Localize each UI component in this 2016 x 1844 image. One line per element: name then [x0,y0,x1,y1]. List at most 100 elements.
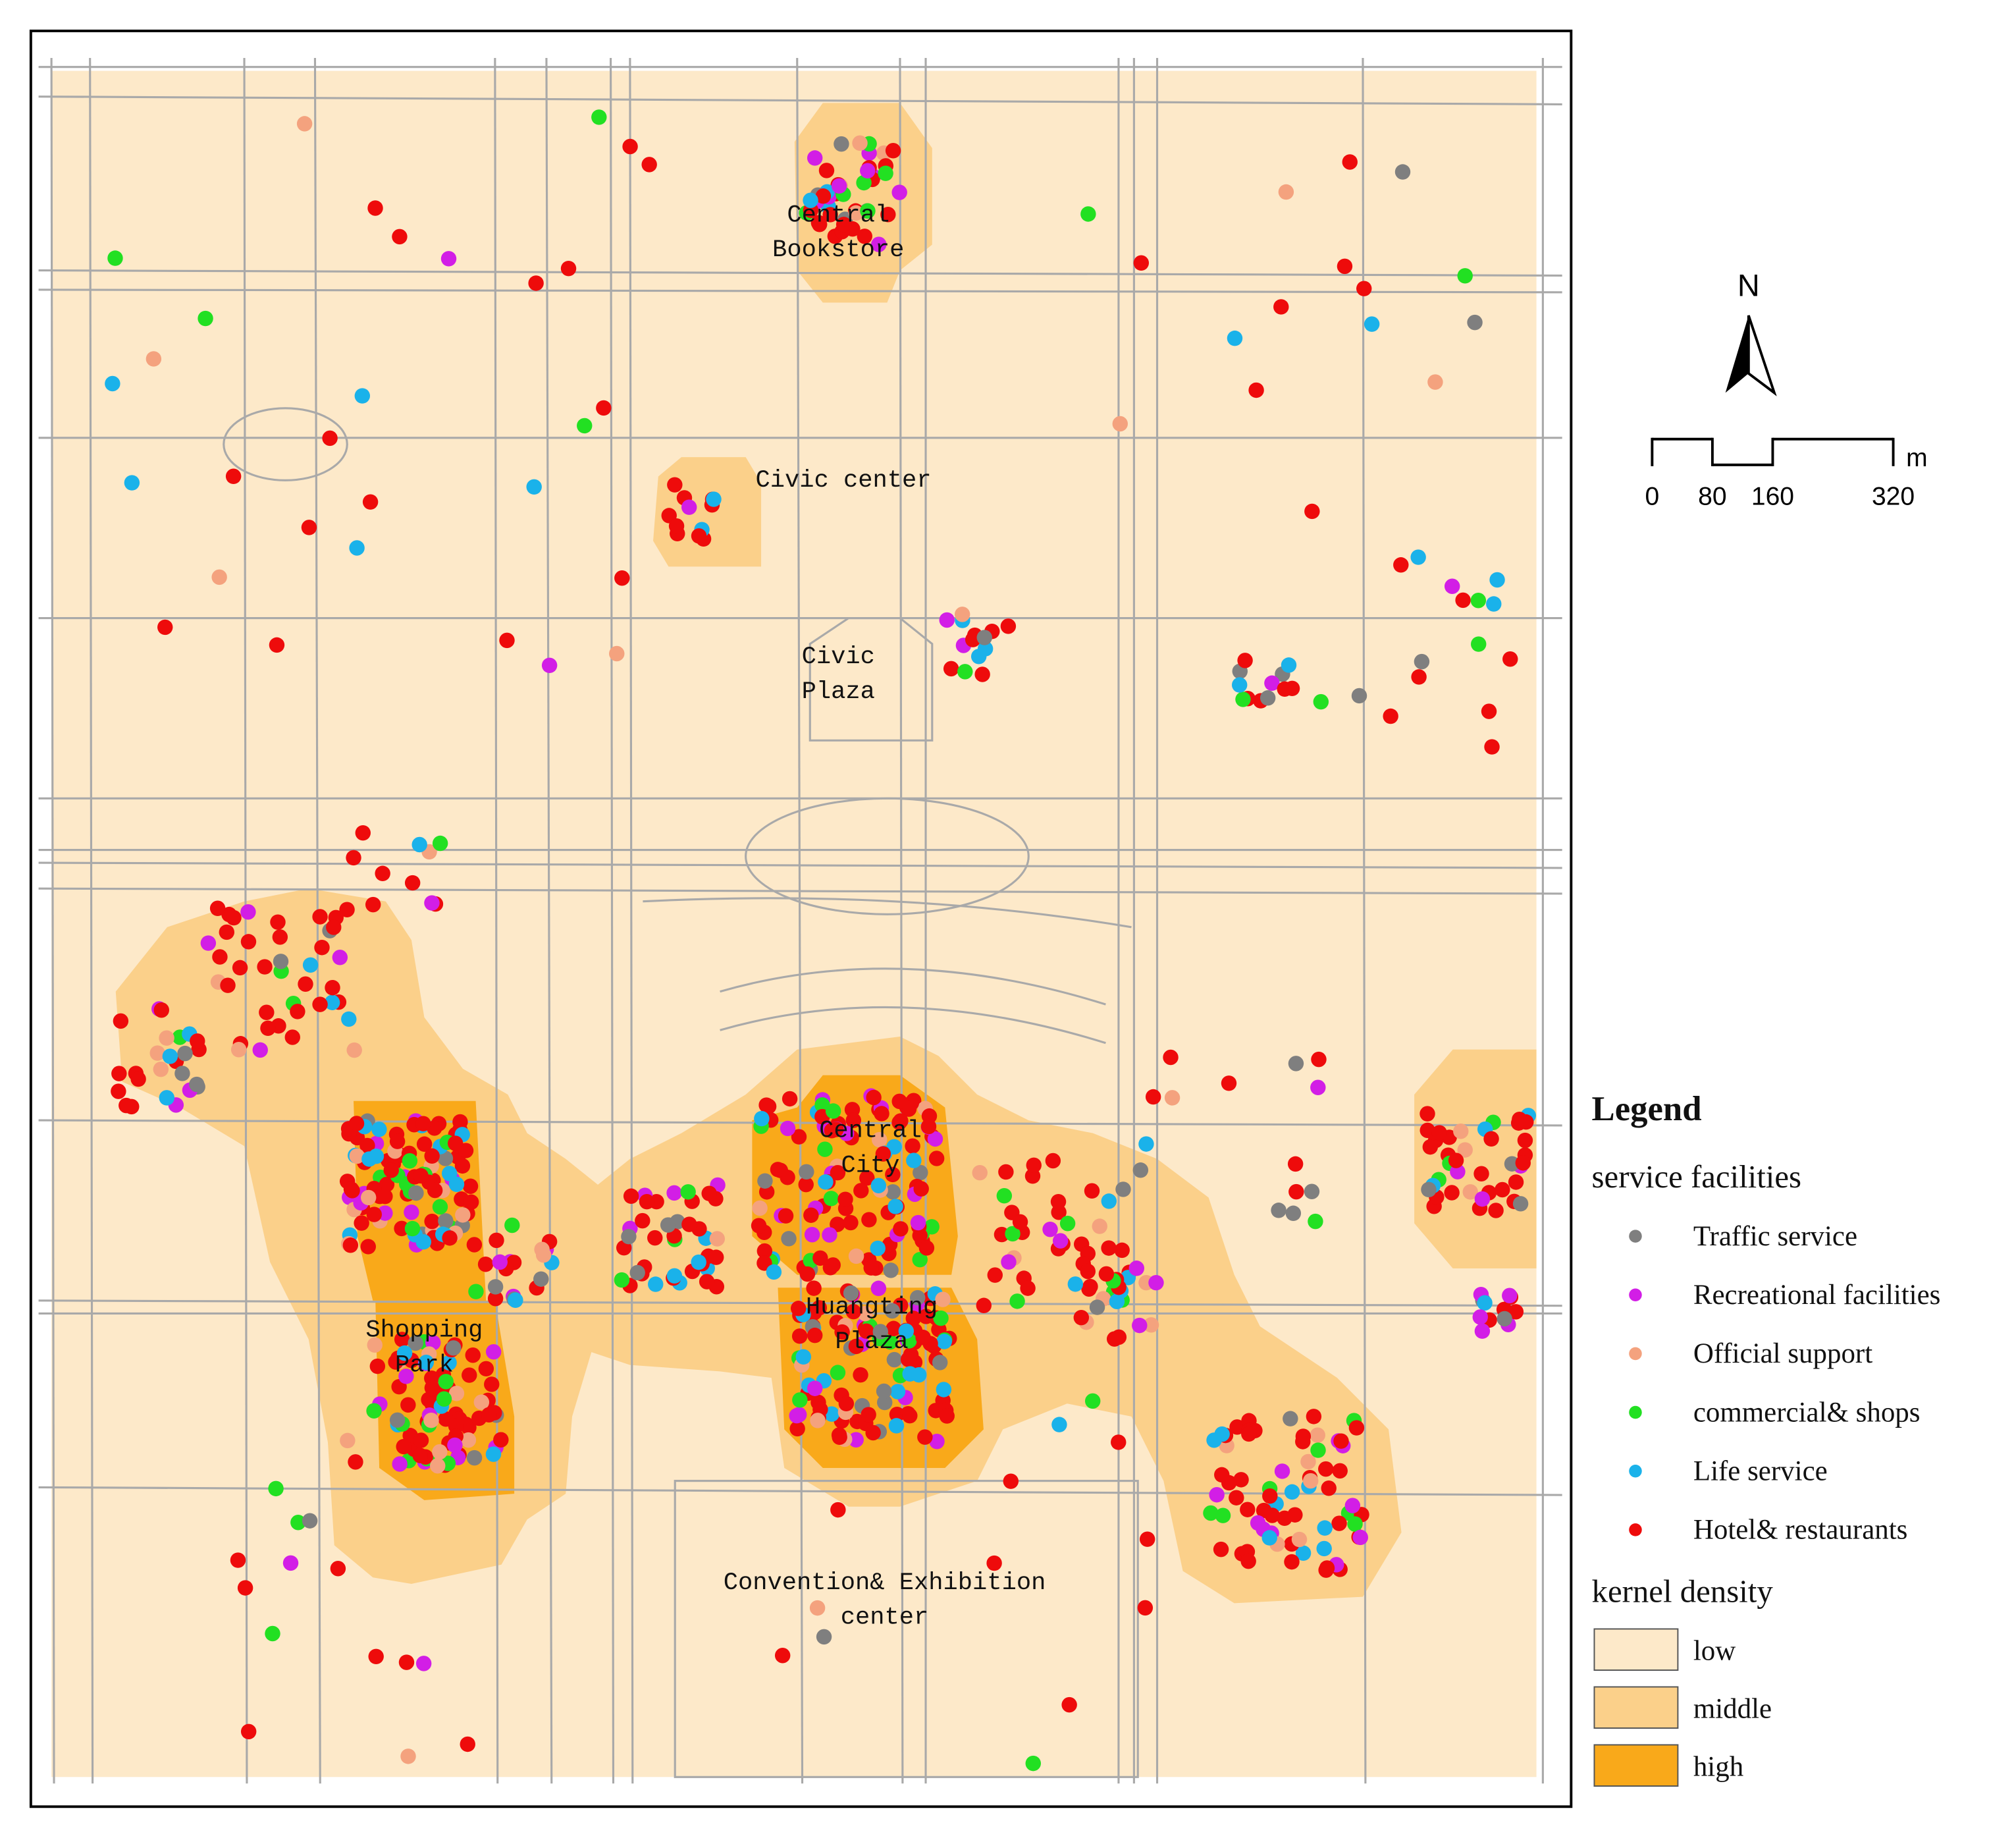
facility-point [857,1305,873,1322]
facility-point [442,1230,458,1246]
facility-point [893,1113,909,1129]
road [796,57,804,1784]
facility-point [402,1152,418,1169]
facility-point [174,1066,190,1081]
facility-point [468,1284,484,1299]
facility-point [369,1358,386,1374]
facility-point [893,1221,909,1237]
facility-point [877,1394,893,1411]
facility-point [240,1723,257,1740]
facility-point [1288,1183,1304,1200]
facility-point [807,150,823,166]
scale-label: 320 [1872,482,1915,510]
facility-point [809,1600,826,1616]
facility-point [884,1303,900,1319]
facility-point [756,1243,773,1259]
facility-point [668,518,685,534]
facility-point [885,1184,901,1200]
facility-point [1139,1531,1155,1547]
facility-point [1313,693,1329,710]
facility-point [332,950,348,965]
facility-point [1352,1529,1368,1546]
facility-point [870,1178,887,1193]
facility-point [815,188,832,204]
facility-point [1138,1136,1154,1152]
facility-point [1106,1331,1123,1347]
facility-point [843,1285,859,1301]
facility-point [885,143,901,159]
facility-point [413,1168,429,1184]
facility-point [312,909,328,925]
facility-point [681,499,697,515]
facility-point [822,207,838,223]
facility-point [1508,1174,1524,1190]
facility-point [860,163,876,179]
facility-point [1000,618,1017,634]
facility-point [1333,1433,1349,1449]
facility-point [798,1176,814,1193]
facility-point [1278,184,1294,200]
facility-point [1285,1205,1302,1222]
facility-point [268,1480,284,1497]
facility-point [1132,1162,1149,1178]
facility-point [371,1122,387,1137]
facility-point [927,1131,943,1147]
facility-point [301,520,317,535]
map-area [51,70,1537,1777]
facility-point [198,310,213,327]
facility-point [1318,1562,1334,1578]
facility-point [845,1112,861,1128]
facility-point [1148,1274,1164,1291]
road [50,57,55,1784]
place-label: Civic [802,643,875,671]
facility-point [591,109,607,125]
facility-point [396,1345,413,1361]
facility-point [1284,1484,1300,1500]
facility-point [1310,1442,1326,1458]
facility-point [928,1151,945,1166]
facility-point [870,1280,887,1297]
facility-point [986,1555,1002,1571]
facility-point [915,1330,931,1345]
facility-point [905,1311,921,1326]
facility-point [1215,1507,1231,1523]
facility-point [270,914,286,930]
facility-point [913,1181,929,1197]
facility-point [1273,299,1289,315]
facility-point [346,850,361,866]
facility-point [1082,1278,1098,1295]
road [494,57,499,1784]
facility-point [349,540,365,556]
facility-point [666,1185,682,1201]
facility-point [811,1300,828,1316]
facility-point [460,1432,477,1448]
facility-point [190,1033,205,1049]
facility-point [1213,1541,1229,1558]
facility-point [260,1020,276,1037]
facility-point [209,900,226,917]
legend-label: Official support [1693,1338,1872,1369]
facility-point [853,1367,868,1383]
facility-point [994,1226,1010,1243]
facility-point [324,994,340,1010]
facility-point [452,1114,468,1130]
facility-point [366,1403,382,1419]
facility-point [394,1220,410,1237]
place-label: City [841,1152,900,1180]
road [243,57,248,1784]
facility-point [792,1392,808,1408]
facility-point [1288,1056,1304,1071]
facility-point [230,1042,247,1058]
facility-point [146,351,162,367]
facility-point [825,1103,841,1119]
facility-point [1051,1417,1067,1432]
facility-point [699,1274,715,1289]
facility-point [872,1324,888,1340]
facility-point [623,1188,639,1205]
facility-point [831,178,847,194]
facility-point [447,1437,463,1453]
facility-point [1209,1486,1225,1503]
scale-label: 0 [1645,482,1659,510]
facility-point [220,977,236,993]
road [38,1119,1562,1127]
